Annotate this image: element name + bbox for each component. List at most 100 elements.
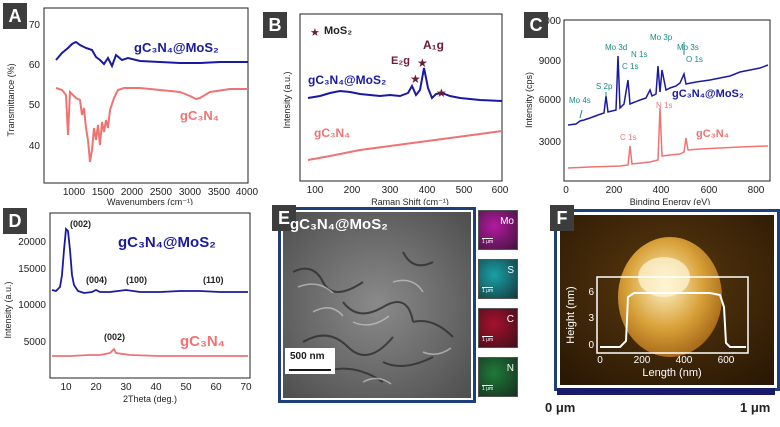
b-legend: MoS₂ bbox=[324, 25, 353, 37]
a-xtick: 1000 bbox=[63, 187, 86, 198]
afm-scale-right: 1 μm bbox=[740, 400, 771, 415]
c-peak-mo3s: Mo 3s bbox=[677, 43, 699, 52]
d-ytick: 10000 bbox=[18, 300, 46, 311]
eds-map-n-scale: 1 μm bbox=[482, 385, 494, 392]
d-peak-004: (004) bbox=[86, 275, 108, 285]
b-series-composite bbox=[307, 67, 503, 102]
a-ytick: 60 bbox=[29, 60, 41, 71]
f-xtick: 0 bbox=[597, 355, 603, 366]
d-peak-100: (100) bbox=[126, 275, 148, 285]
b-xtick: 600 bbox=[492, 185, 509, 196]
b-star-a1g: ★ bbox=[417, 56, 428, 70]
c-peak-c1s-gcn: C 1s bbox=[620, 133, 637, 142]
afm-scale-bar bbox=[557, 388, 775, 395]
d-ylabel: Intensity (a.u.) bbox=[3, 281, 13, 338]
c-arrow-mo4s bbox=[579, 109, 583, 119]
c-series-gcn bbox=[567, 107, 769, 169]
a-series-composite bbox=[55, 40, 248, 69]
panel-c-letter: C bbox=[524, 12, 548, 38]
c-peak-n1s-gcn: N 1s bbox=[656, 101, 673, 110]
a-label-gcn: gC₃N₄ bbox=[180, 108, 219, 123]
panel-d-axes bbox=[49, 212, 251, 379]
sem-title: gC₃N₄@MoS₂ bbox=[290, 216, 388, 233]
d-xtick: 50 bbox=[180, 382, 192, 393]
f-ytick: 3 bbox=[588, 313, 594, 324]
eds-map-c-scale: 1 μm bbox=[482, 336, 494, 343]
b-star-extra: ★ bbox=[436, 86, 447, 100]
eds-map-mo: Mo 1 μm bbox=[478, 210, 518, 250]
a-xtick: 3000 bbox=[179, 187, 202, 198]
f-ylabel: Height (nm) bbox=[565, 286, 577, 343]
d-xtick: 70 bbox=[240, 382, 252, 393]
a-xtick: 2500 bbox=[150, 187, 173, 198]
panel-d-letter: D bbox=[3, 208, 27, 234]
panel-d: 5000 10000 15000 20000 10 20 30 40 50 60… bbox=[0, 205, 260, 422]
d-ytick: 15000 bbox=[18, 264, 46, 275]
d-ytick: 20000 bbox=[18, 237, 46, 248]
panel-f: 6 3 0 0 200 400 600 Length (nm) Height (… bbox=[545, 205, 780, 422]
c-peak-n1s: N 1s bbox=[631, 50, 648, 59]
c-ytick: 3000 bbox=[539, 137, 562, 148]
a-xtick: 1500 bbox=[92, 187, 115, 198]
b-star-e2g: ★ bbox=[410, 72, 421, 86]
d-xtick: 30 bbox=[120, 382, 132, 393]
d-peak-002: (002) bbox=[70, 219, 92, 229]
afm-scale-left: 0 μm bbox=[545, 400, 576, 415]
eds-map-n: N 1 μm bbox=[478, 357, 518, 397]
d-label-gcn: gC₃N₄ bbox=[180, 333, 225, 350]
d-xtick: 60 bbox=[210, 382, 222, 393]
f-ytick: 0 bbox=[588, 340, 594, 351]
c-xtick: 600 bbox=[701, 185, 718, 196]
a-xtick: 3500 bbox=[208, 187, 231, 198]
b-label-gcn: gC₃N₄ bbox=[314, 126, 350, 140]
panel-b-letter: B bbox=[263, 12, 287, 38]
b-xtick: 500 bbox=[456, 185, 473, 196]
panel-a: 40 50 60 70 1000 1500 2000 2500 3000 350… bbox=[0, 0, 260, 207]
c-ytick: 9000 bbox=[539, 56, 562, 67]
c-peak-mo4s: Mo 4s bbox=[569, 96, 591, 105]
c-ytick: 6000 bbox=[539, 95, 562, 106]
panel-a-chart: 40 50 60 70 1000 1500 2000 2500 3000 350… bbox=[6, 7, 259, 207]
a-xtick: 2000 bbox=[121, 187, 144, 198]
b-xlabel: Raman Shift (cm⁻¹) bbox=[371, 197, 449, 205]
f-xlabel: Length (nm) bbox=[642, 367, 701, 379]
c-xlabel: Binding Energy (eV) bbox=[630, 197, 711, 205]
a-label-composite: gC₃N₄@MoS₂ bbox=[134, 40, 219, 55]
d-series-gcn bbox=[52, 347, 248, 357]
a-series-gcn bbox=[55, 87, 248, 163]
sem-image bbox=[283, 212, 471, 398]
eds-map-mo-label: Mo bbox=[500, 216, 514, 227]
c-peak-o1s: O 1s bbox=[686, 55, 703, 64]
f-ytick: 6 bbox=[588, 287, 594, 298]
d-peak-110: (110) bbox=[203, 275, 224, 285]
c-xtick: 200 bbox=[606, 185, 623, 196]
c-label-composite: gC₃N₄@MoS₂ bbox=[672, 88, 744, 100]
f-xtick: 600 bbox=[718, 355, 735, 366]
c-xtick: 400 bbox=[653, 185, 670, 196]
panel-f-letter: F bbox=[550, 205, 574, 231]
c-xtick: 800 bbox=[748, 185, 765, 196]
eds-map-c: C 1 μm bbox=[478, 308, 518, 348]
panel-c-chart: 3000 6000 9000 12000 0 200 400 600 800 B… bbox=[524, 16, 771, 207]
d-series-composite bbox=[51, 227, 248, 294]
b-label-composite: gC₃N₄@MoS₂ bbox=[308, 73, 387, 87]
d-label-composite: gC₃N₄@MoS₂ bbox=[118, 234, 216, 251]
eds-map-s-scale: 1 μm bbox=[482, 287, 494, 294]
d-xlabel: 2Theta (deg.) bbox=[123, 394, 177, 404]
c-series-composite bbox=[567, 55, 769, 126]
b-xtick: 200 bbox=[344, 185, 361, 196]
b-series-gcn bbox=[307, 130, 503, 161]
d-xtick: 40 bbox=[150, 382, 162, 393]
b-peak-e2g: E₂g bbox=[391, 55, 410, 67]
c-peak-c1s: C 1s bbox=[622, 62, 639, 71]
b-xtick: 400 bbox=[419, 185, 436, 196]
b-xtick: 100 bbox=[307, 185, 324, 196]
panel-e-letter: E bbox=[272, 205, 296, 231]
eds-maps: Mo 1 μm S 1 μm C 1 μm N 1 μm bbox=[478, 210, 518, 400]
c-label-gcn: gC₃N₄ bbox=[696, 128, 729, 140]
a-ytick: 40 bbox=[29, 141, 41, 152]
sem-scalebar-label: 500 nm bbox=[290, 351, 325, 362]
panel-b-chart: 100 200 300 400 500 600 Raman Shift (cm⁻… bbox=[282, 13, 509, 207]
panel-c: 3000 6000 9000 12000 0 200 400 600 800 B… bbox=[520, 0, 780, 207]
d-xtick: 10 bbox=[60, 382, 72, 393]
